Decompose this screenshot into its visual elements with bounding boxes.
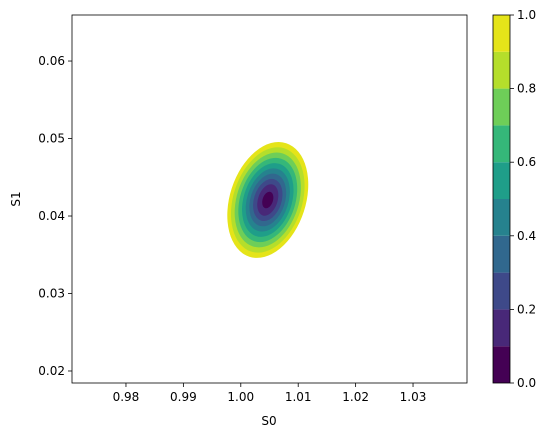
colorbar-tick-label: 0.6 — [517, 155, 536, 169]
x-tick-label: 1.03 — [400, 390, 427, 404]
colorbar-band — [493, 199, 510, 236]
x-tick-label: 1.01 — [285, 390, 312, 404]
colorbar-tick-label: 0.0 — [517, 376, 536, 390]
x-tick-label: 1.00 — [227, 390, 254, 404]
colorbar-band — [493, 15, 510, 52]
colorbar-tick-label: 0.2 — [517, 302, 536, 316]
colorbar-band — [493, 51, 510, 89]
colorbar-tick-label: 1.0 — [517, 8, 536, 22]
colorbar-band — [493, 88, 510, 126]
y-tick-label: 0.05 — [38, 132, 65, 146]
y-tick-label: 0.04 — [38, 209, 65, 223]
colorbar-band — [493, 235, 510, 273]
plot-frame — [71, 14, 468, 384]
colorbar-tick-label: 0.4 — [517, 229, 536, 243]
colorbar-band — [493, 125, 510, 163]
contour-region — [262, 191, 274, 209]
x-axis-label: S0 — [261, 414, 276, 428]
y-tick-label: 0.02 — [38, 364, 65, 378]
colorbar-band — [493, 162, 510, 199]
y-axis-label: S1 — [9, 191, 23, 206]
colorbar-band — [493, 346, 510, 383]
colorbar-band — [493, 272, 510, 310]
y-tick-label: 0.03 — [38, 286, 65, 300]
x-tick-label: 0.98 — [113, 390, 140, 404]
colorbar-tick-label: 0.8 — [517, 82, 536, 96]
x-tick-label: 1.02 — [342, 390, 369, 404]
x-tick-label: 0.99 — [170, 390, 197, 404]
colorbar-frame — [492, 14, 511, 384]
colorbar-band — [493, 309, 510, 347]
y-tick-label: 0.06 — [38, 54, 65, 68]
